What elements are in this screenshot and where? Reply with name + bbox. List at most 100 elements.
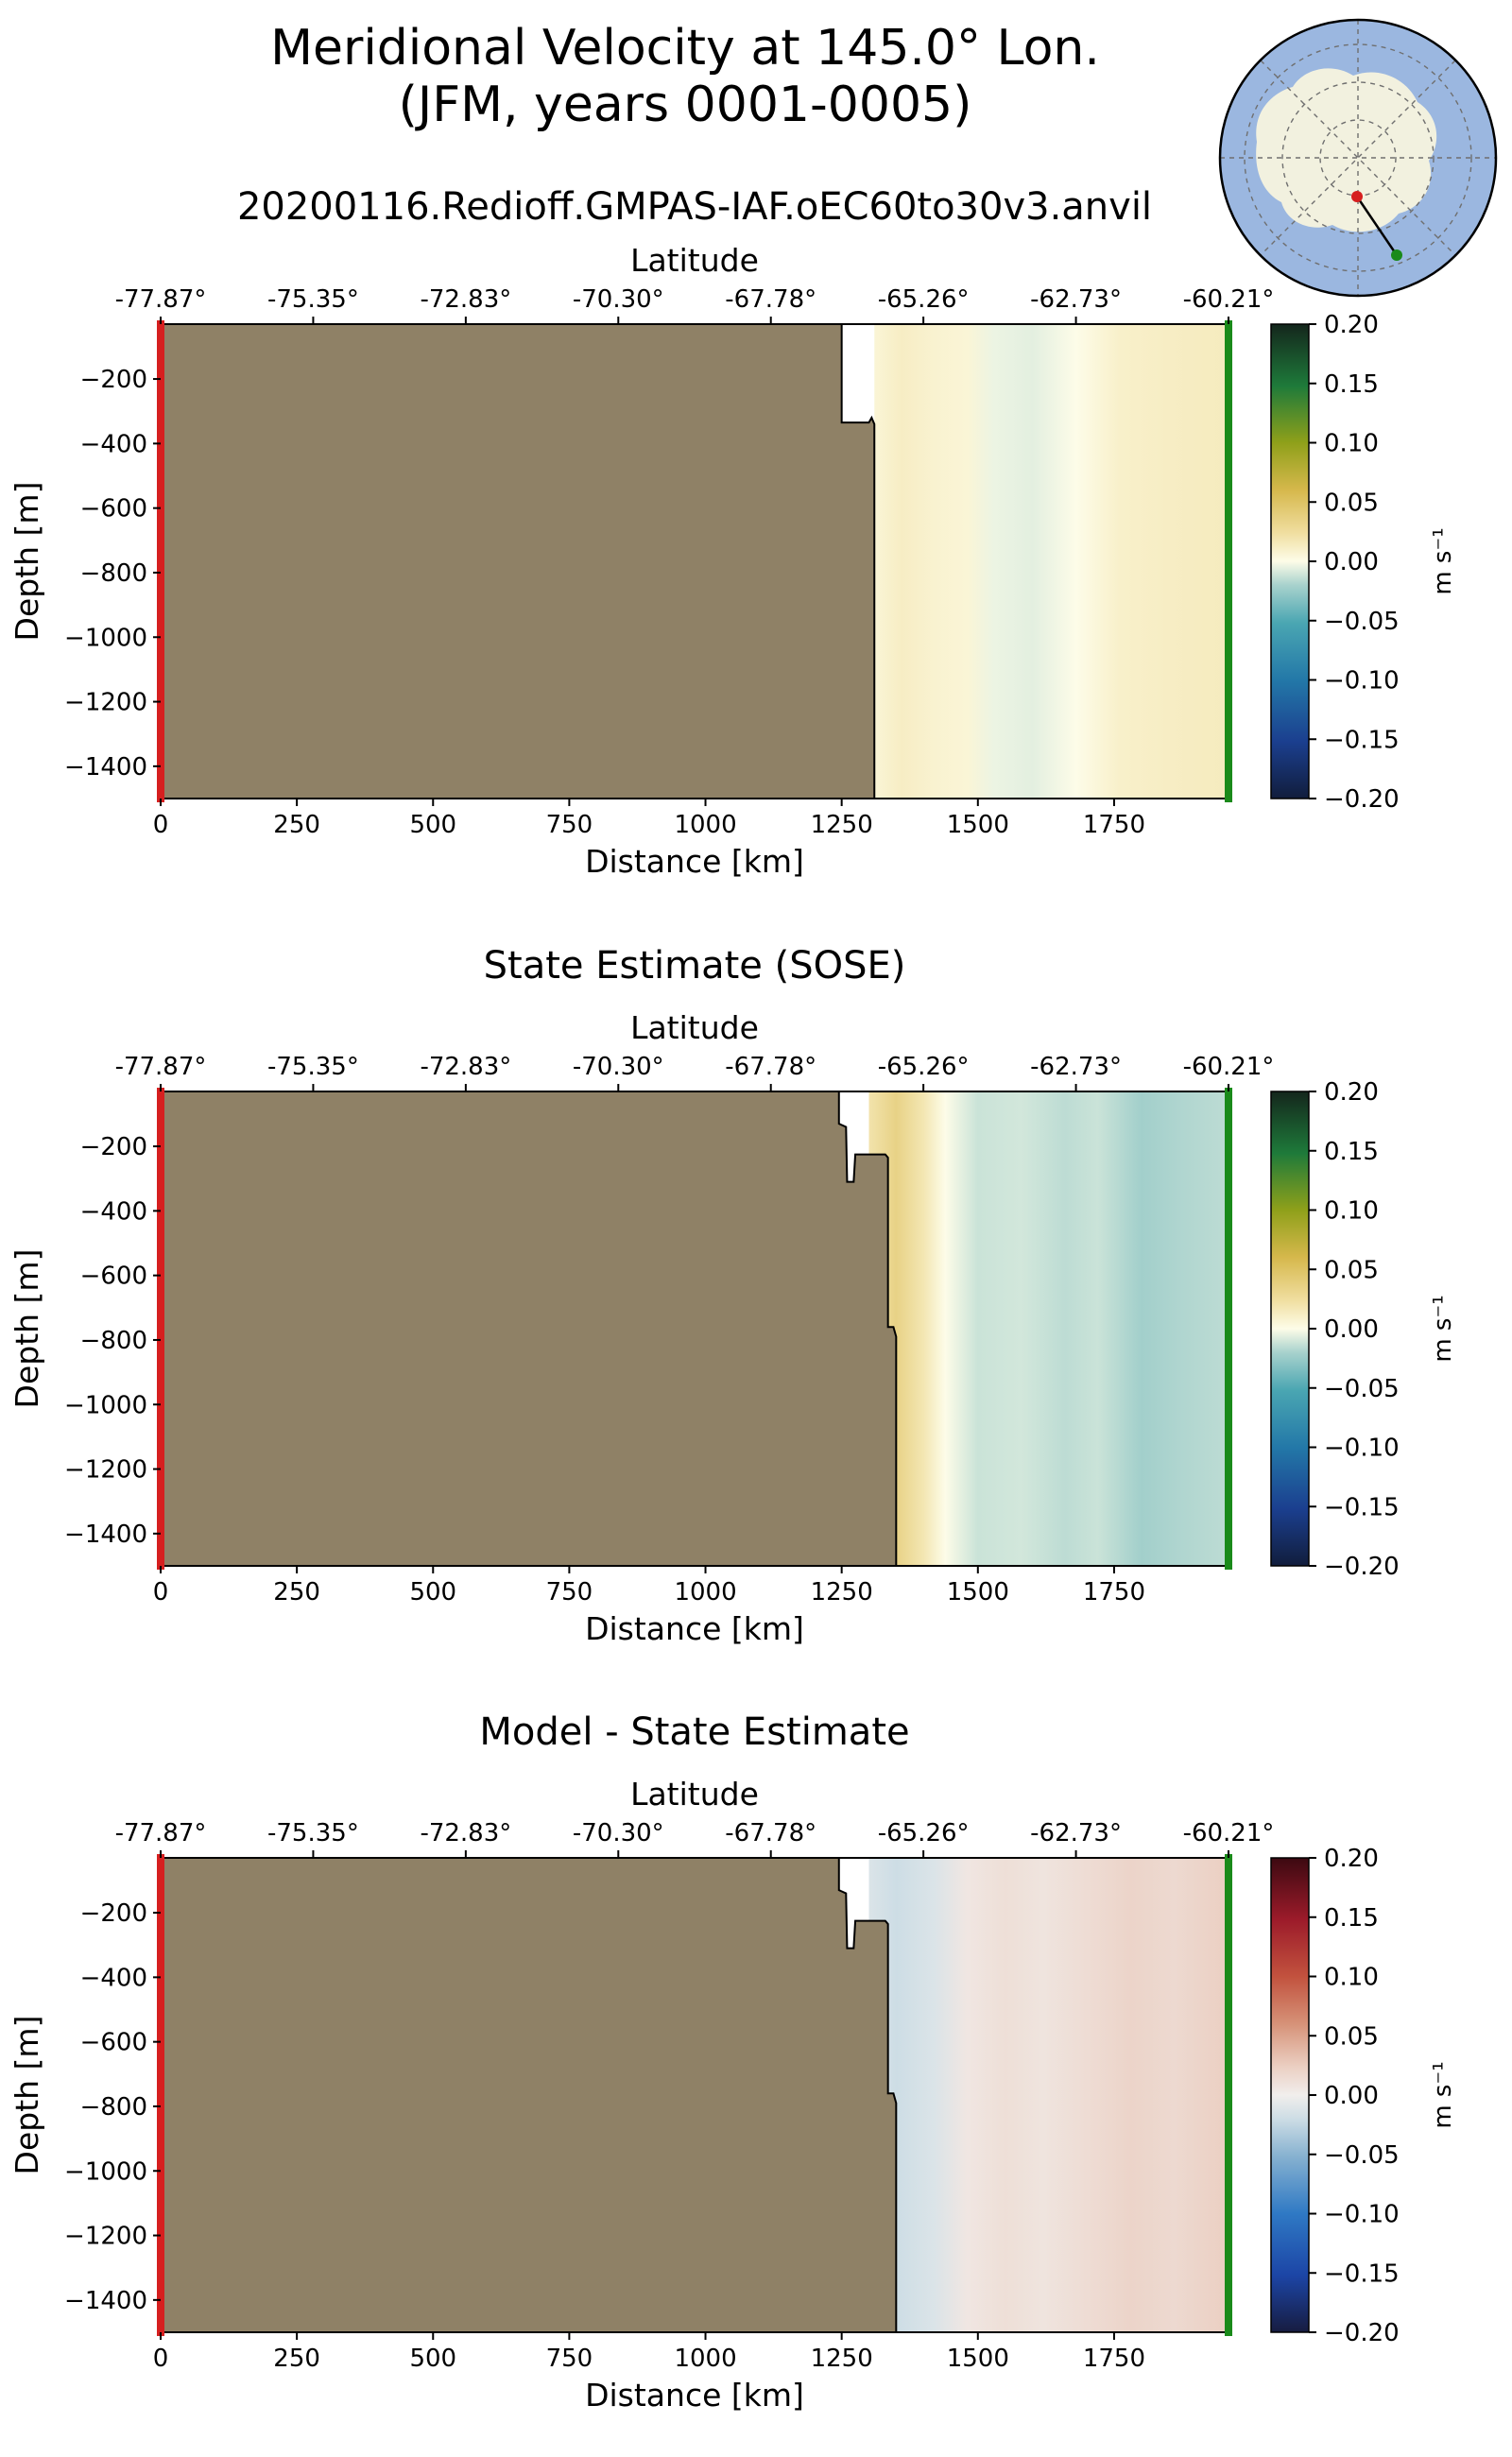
lat-tick-label: -72.83° (420, 285, 511, 314)
top-axis-label: Latitude (630, 242, 759, 279)
y-tick-label: −1400 (64, 753, 147, 782)
x-axis-label: Distance [km] (585, 843, 804, 880)
x-axis-label: Distance [km] (585, 2377, 804, 2414)
y-tick-label: −1200 (64, 689, 147, 717)
lat-tick-label: -72.83° (420, 1819, 511, 1847)
y-tick-label: −1000 (64, 624, 147, 652)
transect-end-marker (1225, 320, 1232, 802)
lat-tick-label: -77.87° (115, 1053, 207, 1081)
velocity-field (868, 1091, 1228, 1566)
x-tick-label: 1000 (674, 1578, 736, 1606)
y-tick-label: −1200 (64, 2223, 147, 2251)
lat-tick-label: -60.21° (1183, 1819, 1275, 1847)
colorbar-tick-label: 0.00 (1324, 2082, 1379, 2110)
land-mask (161, 1091, 897, 1566)
x-tick-label: 1500 (947, 811, 1009, 839)
colorbar-tick-label: 0.20 (1324, 311, 1379, 339)
colorbar-units-label: m s⁻¹ (1429, 2061, 1457, 2128)
velocity-field (868, 1858, 1228, 2332)
y-tick-label: −400 (80, 430, 147, 458)
colorbar-tick-label: 0.10 (1324, 1197, 1379, 1226)
x-tick-label: 1250 (811, 1578, 873, 1606)
y-tick-label: −1200 (64, 1456, 147, 1485)
colorbar-tick-label: −0.20 (1324, 785, 1400, 814)
top-axis-label: Latitude (630, 1009, 759, 1046)
lat-tick-label: -75.35° (267, 1819, 359, 1847)
colorbar-tick-label: −0.15 (1324, 2259, 1400, 2288)
y-tick-label: −1400 (64, 2287, 147, 2315)
y-axis-label: Depth [m] (9, 2016, 45, 2175)
colorbar-tick-label: 0.00 (1324, 1315, 1379, 1344)
y-tick-label: −800 (80, 1327, 147, 1355)
y-tick-label: −600 (80, 1263, 147, 1291)
antarctica-land-icon (1256, 68, 1437, 232)
transect-start-marker (157, 1854, 164, 2336)
lat-tick-label: -75.35° (267, 285, 359, 314)
transect-start-marker (157, 320, 164, 802)
colorbar-tick-label: −0.20 (1324, 2319, 1400, 2347)
lat-tick-label: -65.26° (878, 1819, 970, 1847)
colorbar-tick-label: 0.10 (1324, 430, 1379, 458)
panel-model: 0 250 500 750 1000 1250 1500 1750 Distance [km] -… (9, 242, 1457, 880)
lat-tick-label: -60.21° (1183, 285, 1275, 314)
colorbar-tick-label: 0.15 (1324, 370, 1379, 399)
y-tick-label: −1000 (64, 1391, 147, 1419)
y-tick-label: −600 (80, 495, 147, 524)
y-tick-label: −600 (80, 2029, 147, 2057)
lat-tick-label: -77.87° (115, 1819, 207, 1847)
x-tick-label: 750 (546, 1578, 593, 1606)
panel-difference: Model - State Estimate 0 250 500 750 1000 1250… (9, 1710, 1457, 2414)
land-mask (161, 1858, 897, 2332)
transect-end-marker (1225, 1854, 1232, 2336)
colorbar-tick-label: 0.05 (1324, 2022, 1379, 2051)
colorbar-tick-label: −0.05 (1324, 608, 1400, 636)
velocity-field (874, 324, 1228, 799)
x-tick-label: 0 (153, 811, 169, 839)
colorbar-tick-label: −0.15 (1324, 726, 1400, 754)
land-boundary (840, 324, 876, 799)
figure-title-line2: (JFM, years 0001-0005) (399, 77, 972, 133)
transect-start-marker (157, 1088, 164, 1570)
x-tick-label: 1000 (674, 2345, 736, 2373)
x-tick-label: 0 (153, 1578, 169, 1606)
x-tick-label: 500 (409, 1578, 456, 1606)
x-tick-label: 1750 (1083, 2345, 1145, 2373)
y-tick-label: −200 (80, 1133, 147, 1161)
x-axis-label: Distance [km] (585, 1610, 804, 1647)
y-tick-label: −400 (80, 1964, 147, 1992)
lat-tick-label: -70.30° (573, 1819, 664, 1847)
map-transect-end-dot (1391, 249, 1402, 261)
x-tick-label: 1500 (947, 1578, 1009, 1606)
y-tick-label: −200 (80, 1899, 147, 1928)
lat-tick-label: -60.21° (1183, 1053, 1275, 1081)
colorbar-tick-label: 0.00 (1324, 548, 1379, 576)
lat-tick-label: -70.30° (573, 1053, 664, 1081)
x-tick-label: 1250 (811, 811, 873, 839)
lat-tick-label: -67.78° (725, 285, 816, 314)
colorbar-tick-label: −0.05 (1324, 2141, 1400, 2170)
transect-end-marker (1225, 1088, 1232, 1570)
y-tick-label: −800 (80, 559, 147, 588)
colorbar-units-label: m s⁻¹ (1429, 527, 1457, 594)
lat-tick-label: -75.35° (267, 1053, 359, 1081)
y-tick-label: −800 (80, 2093, 147, 2122)
y-tick-label: −1400 (64, 1521, 147, 1549)
map-transect-start-dot (1351, 191, 1363, 202)
lat-tick-label: -65.26° (878, 1053, 970, 1081)
colorbar-tick-label: −0.10 (1324, 2201, 1400, 2229)
lat-tick-label: -62.73° (1030, 1053, 1122, 1081)
y-tick-label: −200 (80, 366, 147, 394)
y-axis-label: Depth [m] (9, 1249, 45, 1409)
colorbar (1270, 1857, 1310, 2333)
x-tick-label: 1750 (1083, 811, 1145, 839)
colorbar-tick-label: 0.05 (1324, 1256, 1379, 1284)
lat-tick-label: -67.78° (725, 1053, 816, 1081)
panel-sose: State Estimate (SOSE) 0 250 500 750 1000 1250 1… (9, 944, 1457, 1647)
colorbar-tick-label: −0.10 (1324, 1435, 1400, 1463)
x-tick-label: 250 (273, 1578, 320, 1606)
lat-tick-label: -72.83° (420, 1053, 511, 1081)
lat-tick-label: -70.30° (573, 285, 664, 314)
colorbar-tick-label: 0.20 (1324, 1078, 1379, 1107)
x-tick-label: 250 (273, 2345, 320, 2373)
